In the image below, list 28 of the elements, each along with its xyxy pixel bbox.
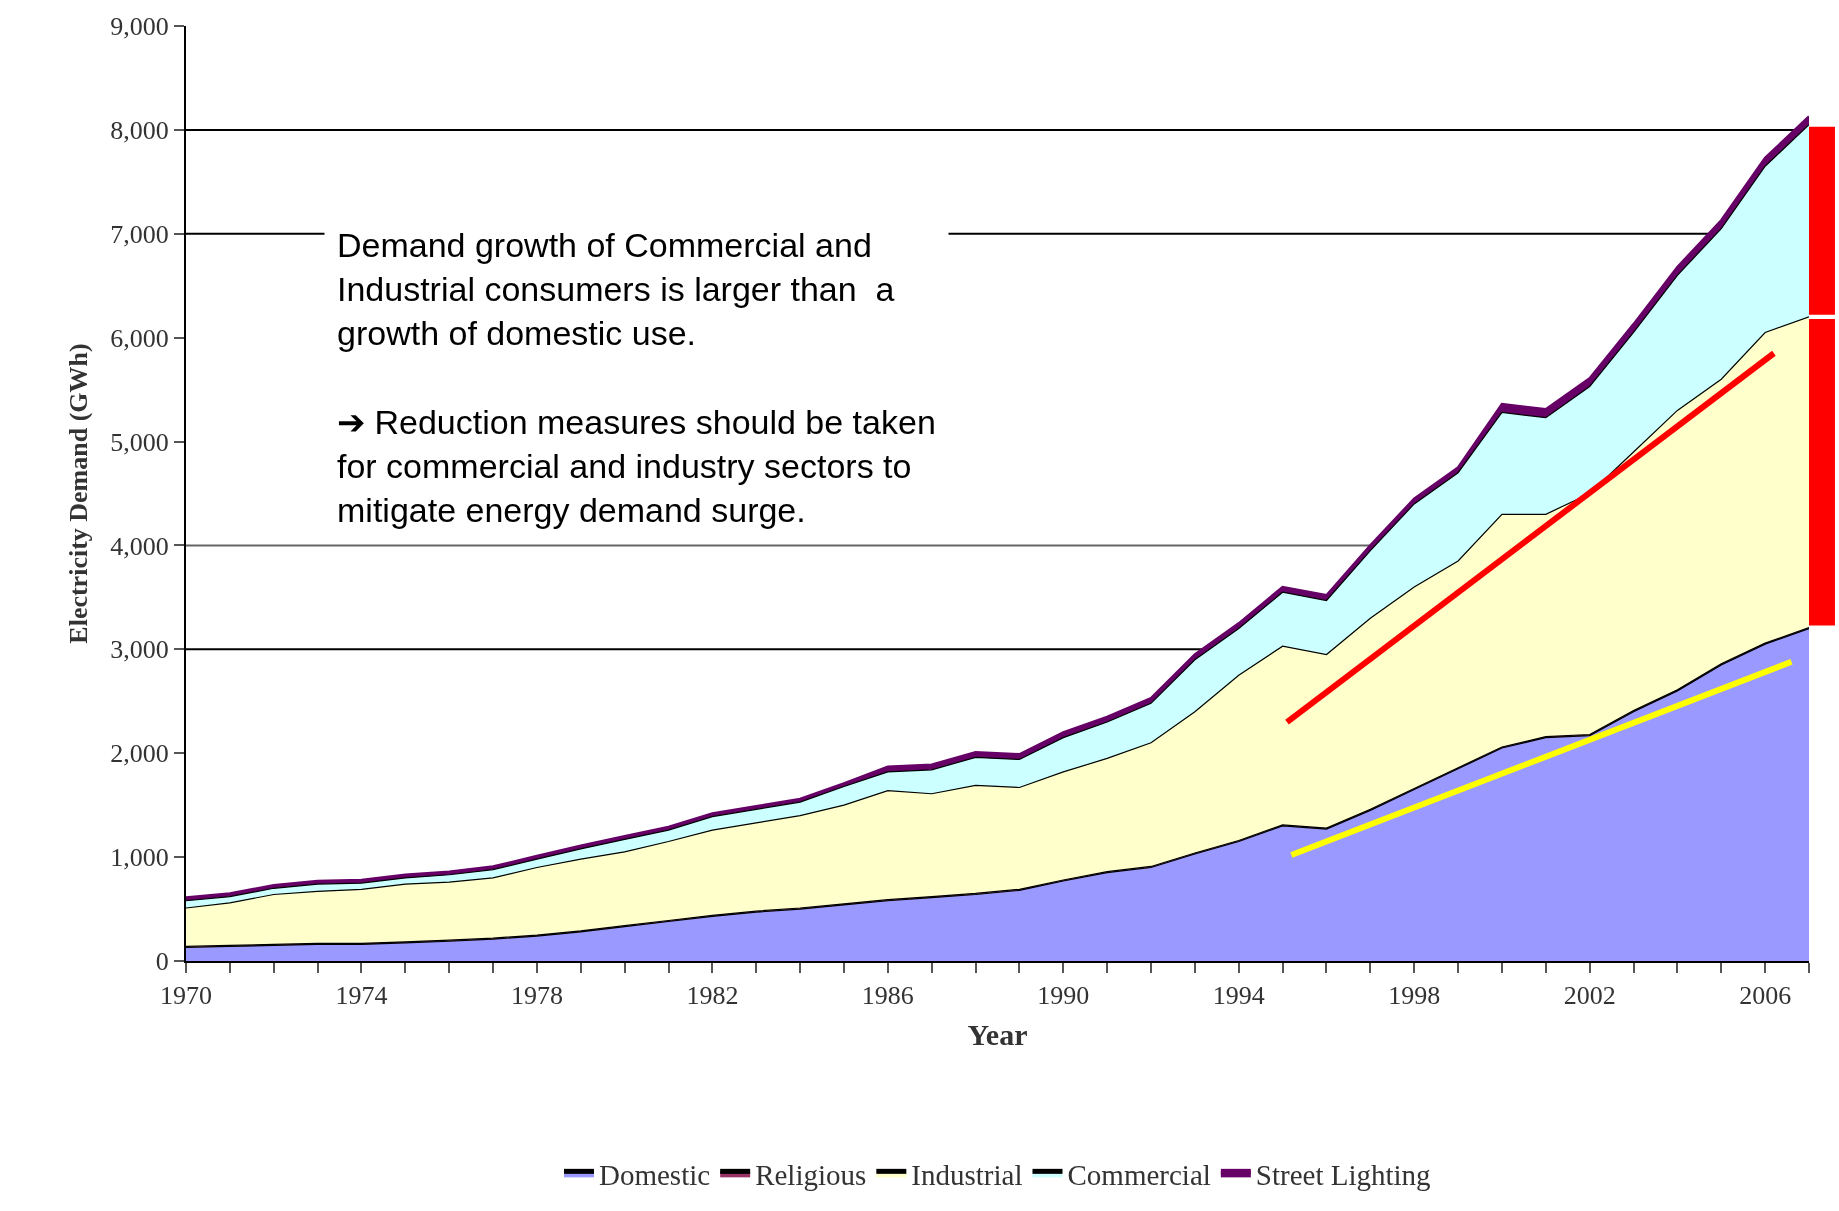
- x-tick-label: 1986: [861, 981, 914, 1011]
- legend-label: Industrial: [911, 1158, 1023, 1191]
- x-tick-label: 1974: [335, 981, 388, 1011]
- y-tick-label: 0: [155, 947, 169, 977]
- legend-label: Commercial: [1067, 1158, 1211, 1191]
- y-tick-label: 1,000: [110, 843, 169, 873]
- y-tick-label: 4,000: [110, 531, 169, 561]
- legend-label: Religious: [755, 1158, 867, 1191]
- y-tick-label: 5,000: [110, 427, 169, 457]
- y-tick-label: 9,000: [110, 12, 169, 42]
- x-tick-label: 1970: [160, 981, 212, 1011]
- x-axis-title: Year: [967, 1018, 1028, 1052]
- y-tick-label: 2,000: [110, 739, 169, 769]
- y-tick-label: 7,000: [110, 219, 169, 249]
- y-tick-label: 3,000: [110, 635, 169, 665]
- legend-label: Street Lighting: [1255, 1158, 1431, 1191]
- x-tick-label: 2006: [1739, 981, 1792, 1011]
- y-tick-label: 6,000: [110, 323, 169, 353]
- x-tick-label: 2002: [1563, 981, 1616, 1011]
- x-tick-label: 1990: [1037, 981, 1090, 1011]
- x-tick-label: 1994: [1212, 981, 1265, 1011]
- x-tick-label: 1982: [686, 981, 739, 1011]
- y-tick-label: 8,000: [110, 115, 169, 145]
- text: Demand growth of Commercial and Industrial consumers is larger than a growth of domestic use. ➔ Reduction measures should be taken for commercial and industry sectors to mitigate energy demand surge.: [337, 226, 936, 530]
- x-tick-label: 1998: [1388, 981, 1441, 1011]
- x-tick-label: 1978: [510, 981, 563, 1011]
- y-axis-title: Electricity Demand (GWh): [64, 343, 94, 644]
- legend-label: Domestic: [599, 1158, 711, 1191]
